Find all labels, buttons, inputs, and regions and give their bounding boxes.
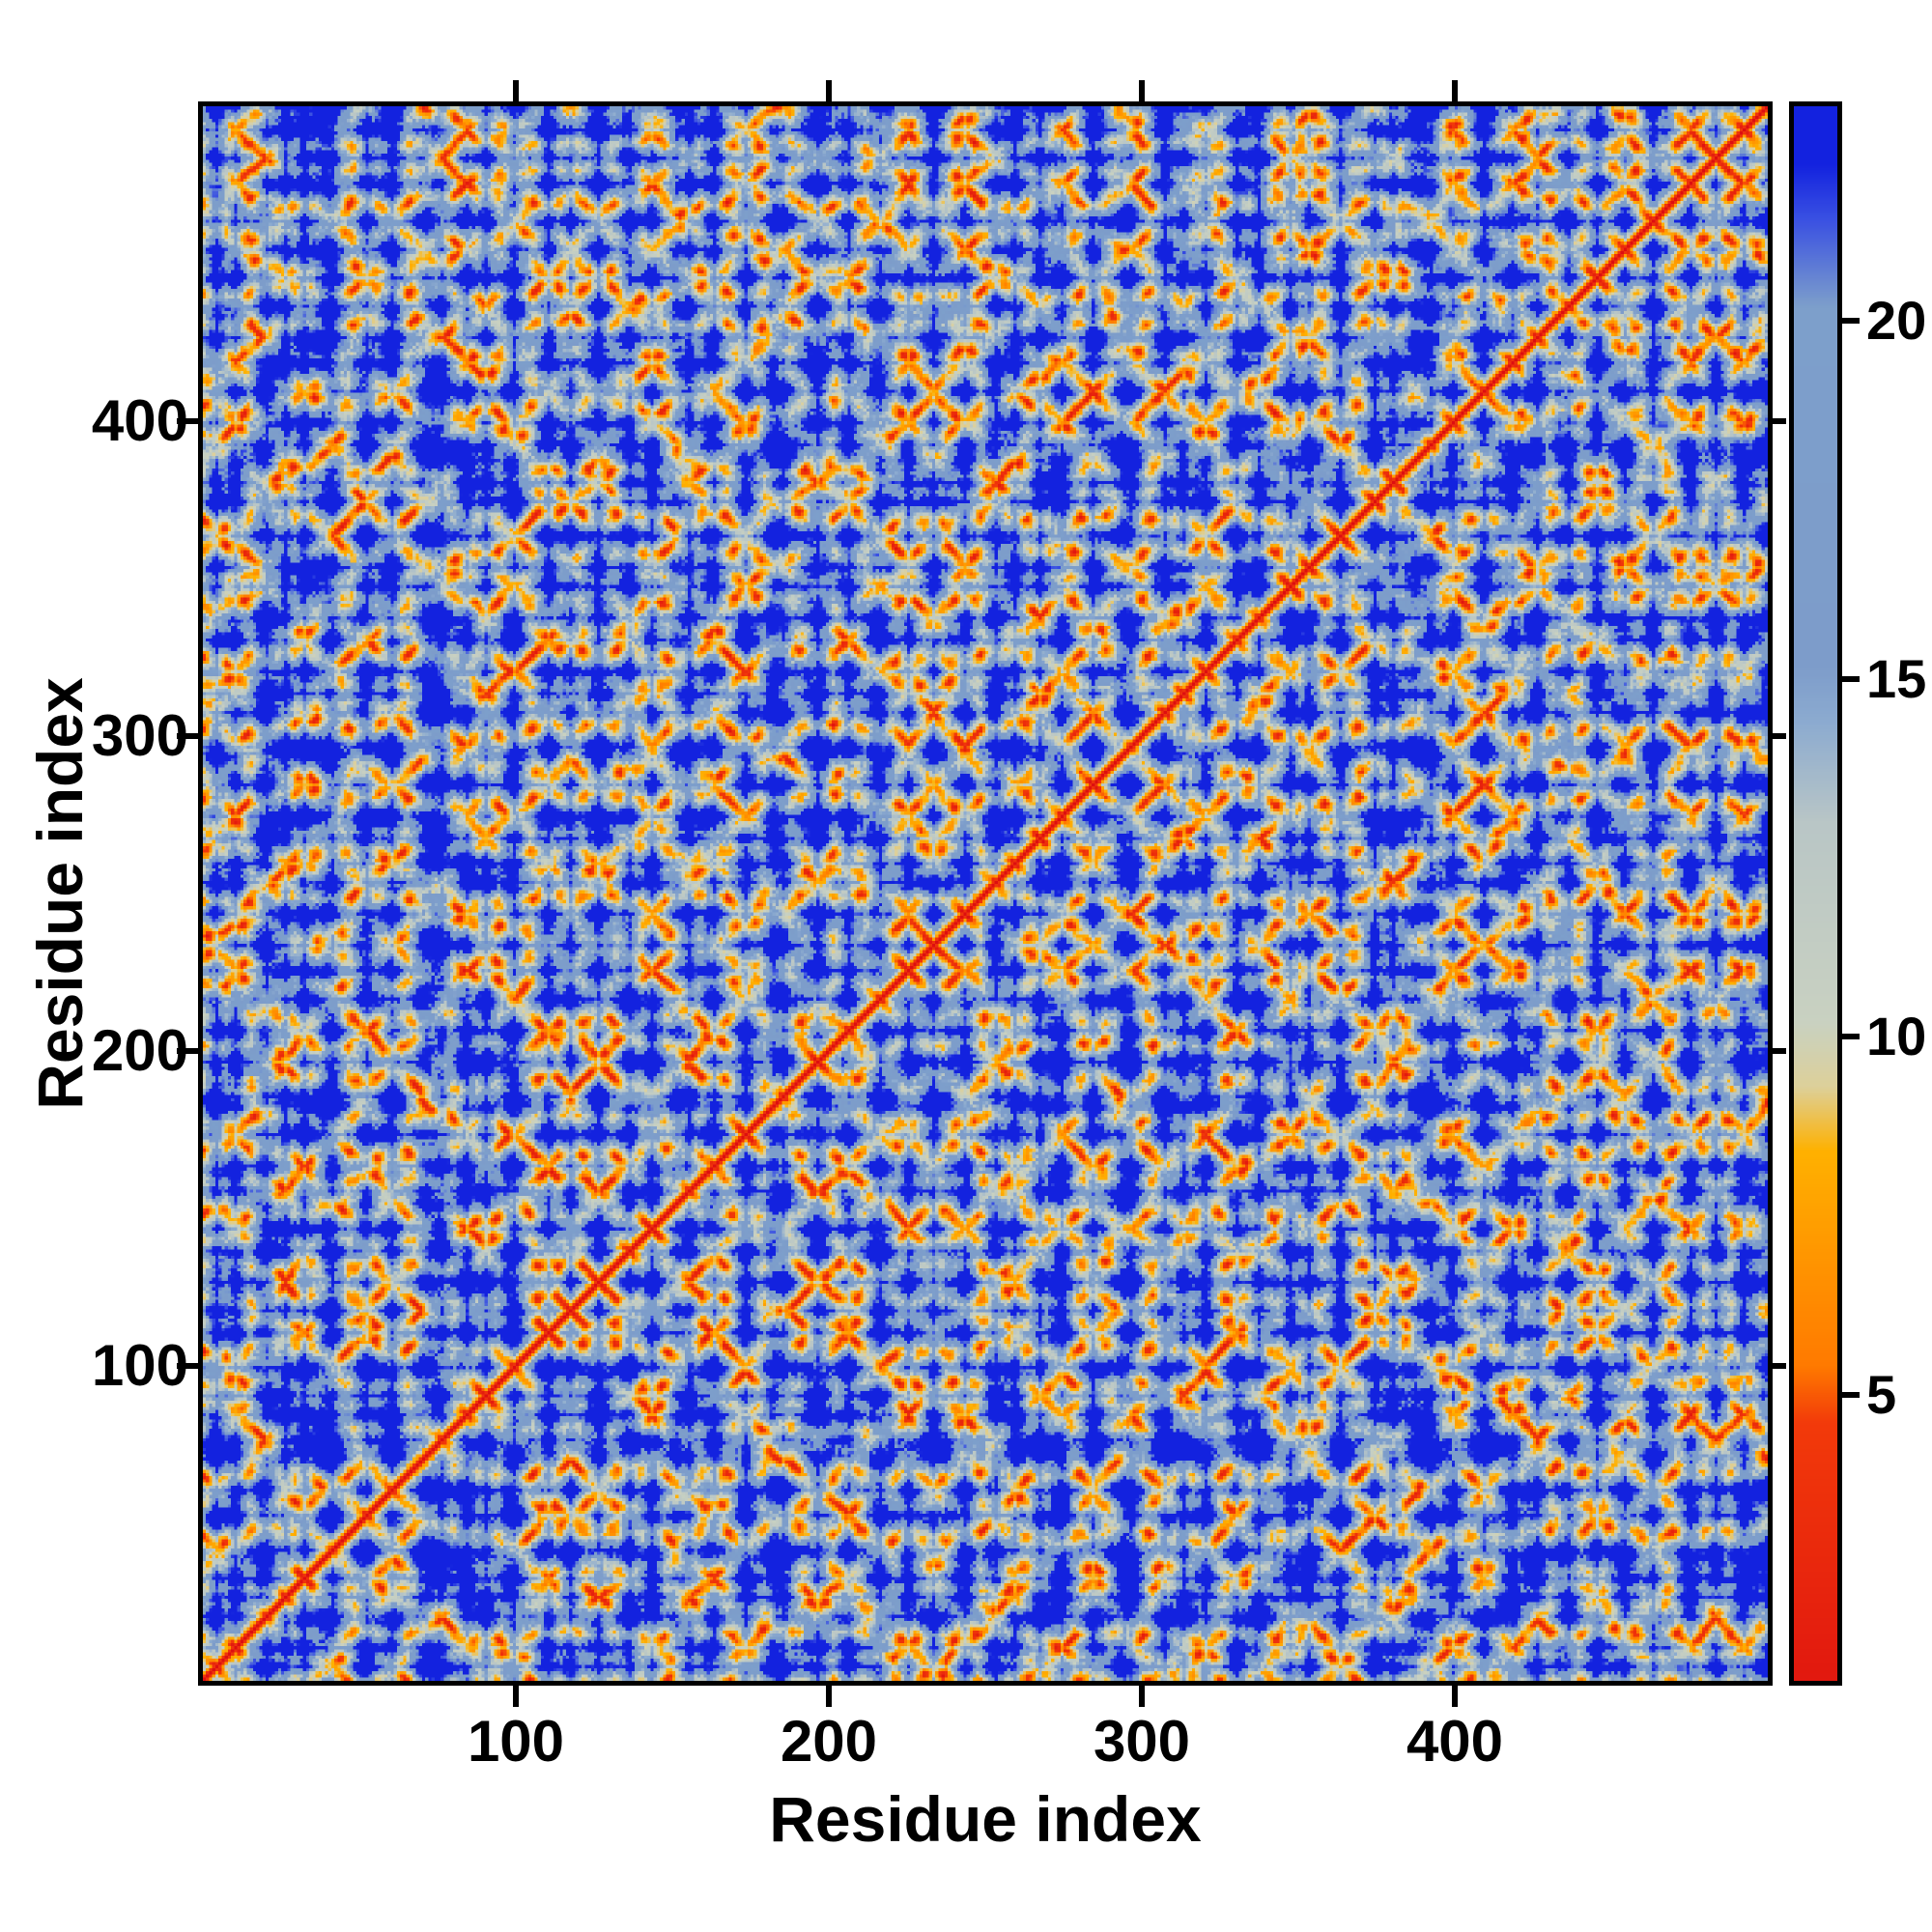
- x-tick-mark-top: [826, 80, 832, 101]
- y-tick-mark: [177, 733, 198, 739]
- y-tick-mark-right: [1773, 1363, 1786, 1369]
- colorbar-tick-mark: [1842, 1391, 1860, 1398]
- y-tick-label: 100: [91, 1333, 188, 1398]
- x-tick-label: 100: [467, 1709, 565, 1774]
- x-tick-label: 400: [1406, 1709, 1504, 1774]
- x-tick-mark-top: [1139, 80, 1145, 101]
- colorbar-tick-label: 10: [1866, 1006, 1927, 1067]
- distance-map-canvas: [203, 106, 1768, 1681]
- x-tick-mark: [1139, 1686, 1145, 1707]
- x-tick-label: 300: [1093, 1709, 1191, 1774]
- y-tick-mark: [177, 1048, 198, 1054]
- x-tick-mark: [513, 1686, 519, 1707]
- colorbar-tick-mark: [1842, 1034, 1860, 1040]
- y-tick-mark: [177, 418, 198, 424]
- colorbar-tick-label: 20: [1866, 290, 1927, 352]
- y-tick-label: 300: [91, 703, 188, 768]
- plot-area: [198, 101, 1773, 1686]
- y-tick-mark: [177, 1363, 198, 1369]
- colorbar: [1789, 101, 1842, 1686]
- colorbar-tick-mark: [1842, 318, 1860, 325]
- y-tick-mark-right: [1773, 1048, 1786, 1054]
- colorbar-tick-label: 15: [1866, 647, 1927, 709]
- colorbar-tick-mark: [1842, 675, 1860, 682]
- colorbar-tick-label: 5: [1866, 1363, 1897, 1425]
- colorbar-canvas: [1794, 106, 1837, 1681]
- y-tick-label: 400: [91, 388, 188, 453]
- x-axis-label: Residue index: [769, 1783, 1202, 1855]
- y-tick-mark-right: [1773, 418, 1786, 424]
- x-tick-mark: [1452, 1686, 1458, 1707]
- x-tick-label: 200: [780, 1709, 878, 1774]
- y-tick-mark-right: [1773, 733, 1786, 739]
- x-tick-mark-top: [513, 80, 519, 101]
- y-tick-label: 200: [91, 1018, 188, 1083]
- x-tick-mark-top: [1452, 80, 1458, 101]
- x-tick-mark: [826, 1686, 832, 1707]
